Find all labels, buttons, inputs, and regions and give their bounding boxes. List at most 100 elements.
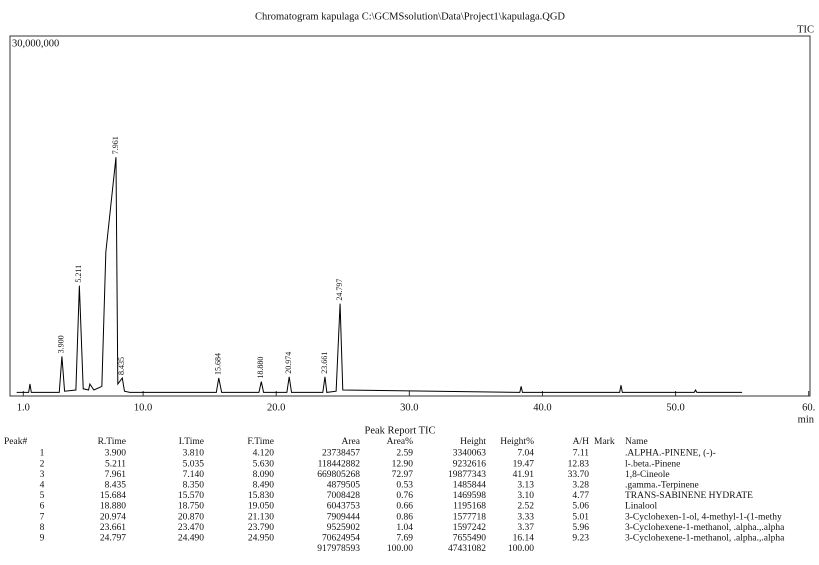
- table-cell: 0.76: [396, 491, 413, 501]
- peak-label: 23.661: [320, 352, 329, 374]
- table-cell: 9: [40, 533, 45, 543]
- table-cell: 9232616: [453, 459, 487, 469]
- table-total: 917978593: [317, 544, 360, 554]
- table-cell: 2.52: [517, 502, 534, 512]
- table-cell: 21.130: [248, 512, 274, 522]
- table-cell: 19.47: [513, 459, 535, 469]
- table-cell: 9.23: [572, 533, 589, 543]
- table-cell: 12.90: [392, 459, 414, 469]
- peak-label: 24.797: [335, 279, 344, 301]
- table-header: R.Time: [98, 437, 126, 447]
- peak-label: 5.211: [74, 265, 83, 283]
- table-cell: 2: [40, 459, 45, 469]
- table-cell: 3.900: [105, 449, 127, 459]
- table-cell: 20.870: [178, 512, 204, 522]
- table-cell: 19.050: [248, 502, 274, 512]
- table-cell: 5.96: [572, 523, 589, 533]
- table-cell: 118442882: [318, 459, 361, 469]
- table-header: Height: [460, 437, 486, 447]
- table-cell: 15.570: [178, 491, 204, 501]
- table-cell: 3.28: [572, 480, 589, 490]
- table-cell: 23.661: [100, 523, 126, 533]
- table-cell: 7: [40, 512, 45, 522]
- table-cell: 8.490: [253, 480, 275, 490]
- table-cell: 0.53: [396, 480, 413, 490]
- table-cell: 3-Cyclohexene-1-methanol, .alpha.,.alpha: [625, 523, 785, 533]
- peak-label: 18.880: [256, 357, 265, 379]
- table-cell: 3340063: [453, 449, 487, 459]
- table-header: Area: [342, 437, 361, 447]
- table-cell: 4.77: [572, 491, 589, 501]
- table-header: A/H: [573, 437, 590, 447]
- table-cell: .ALPHA.-PINENE, (-)-: [625, 448, 716, 459]
- table-cell: 16.14: [513, 533, 535, 543]
- peak-label: 8.435: [117, 357, 126, 375]
- table-cell: Linalool: [625, 502, 658, 512]
- table-header: I.Time: [179, 437, 204, 447]
- table-cell: 23.790: [248, 523, 274, 533]
- table-cell: 8.435: [105, 480, 127, 490]
- table-cell: 6: [40, 502, 45, 512]
- table-cell: 3.13: [517, 480, 534, 490]
- table-header: Height%: [500, 437, 534, 447]
- table-header: Area%: [387, 437, 413, 447]
- x-tick-label: 30.0: [400, 402, 418, 413]
- table-cell: 4.120: [253, 449, 275, 459]
- table-cell: 24.797: [100, 533, 126, 543]
- table-cell: 15.830: [248, 491, 274, 501]
- table-cell: 8: [40, 523, 45, 533]
- table-header: F.Time: [247, 437, 274, 447]
- x-tick-label: 10.0: [134, 402, 152, 413]
- table-cell: 1.04: [396, 523, 413, 533]
- table-cell: 3.810: [183, 449, 205, 459]
- table-cell: 5.211: [105, 459, 126, 469]
- table-cell: 7655490: [453, 533, 487, 543]
- table-total: 100.00: [508, 544, 534, 554]
- table-cell: 23738457: [322, 449, 360, 459]
- table-header: Mark: [594, 437, 615, 447]
- x-tick-label: 40.0: [533, 402, 551, 413]
- table-cell: 7.140: [183, 470, 205, 480]
- table-cell: 3.10: [517, 491, 534, 501]
- table-cell: 0.66: [396, 502, 413, 512]
- table-header: Peak#: [4, 437, 27, 447]
- table-cell: 3.37: [517, 523, 534, 533]
- x-tick-label: 50.0: [666, 402, 684, 413]
- table-cell: 3.33: [517, 512, 534, 522]
- table-cell: 4879505: [327, 480, 361, 490]
- table-cell: 6043753: [327, 502, 361, 512]
- table-header: Name: [625, 437, 648, 447]
- table-cell: 33.70: [568, 470, 590, 480]
- legend-entry: TIC: [797, 24, 814, 35]
- chart-title: Chromatogram kapulaga C:\GCMSsolution\Da…: [255, 11, 565, 22]
- table-cell: .gamma.-Terpinene: [625, 480, 699, 490]
- peak-label: 15.684: [214, 353, 223, 375]
- table-cell: 669805268: [317, 470, 360, 480]
- table-cell: 72.97: [392, 470, 414, 480]
- x-tick-label: 20.0: [267, 402, 285, 413]
- table-cell: 5.06: [572, 502, 589, 512]
- table-total: 47431082: [448, 544, 486, 554]
- table-cell: 18.880: [100, 502, 126, 512]
- table-cell: 7008428: [327, 491, 361, 501]
- table-cell: 18.750: [178, 502, 204, 512]
- table-cell: 7909444: [327, 512, 361, 522]
- table-cell: 8.350: [183, 480, 205, 490]
- table-cell: 20.974: [100, 512, 126, 522]
- table-cell: 2.59: [396, 449, 413, 459]
- table-cell: 1485844: [453, 480, 487, 490]
- table-cell: 1,8-Cineole: [625, 470, 670, 480]
- table-cell: TRANS-SABINENE HYDRATE: [625, 491, 753, 501]
- table-cell: 24.490: [178, 533, 204, 543]
- table-cell: 1597242: [453, 523, 487, 533]
- table-cell: 23.470: [178, 523, 204, 533]
- table-cell: 70624954: [322, 533, 360, 543]
- y-tick-label: 30,000,000: [12, 38, 59, 49]
- plot-frame: [9, 35, 811, 397]
- table-cell: 4: [40, 480, 45, 490]
- table-cell: 9525902: [327, 523, 361, 533]
- table-cell: 15.684: [100, 491, 126, 501]
- table-cell: 1469598: [453, 491, 487, 501]
- table-cell: 24.950: [248, 533, 274, 543]
